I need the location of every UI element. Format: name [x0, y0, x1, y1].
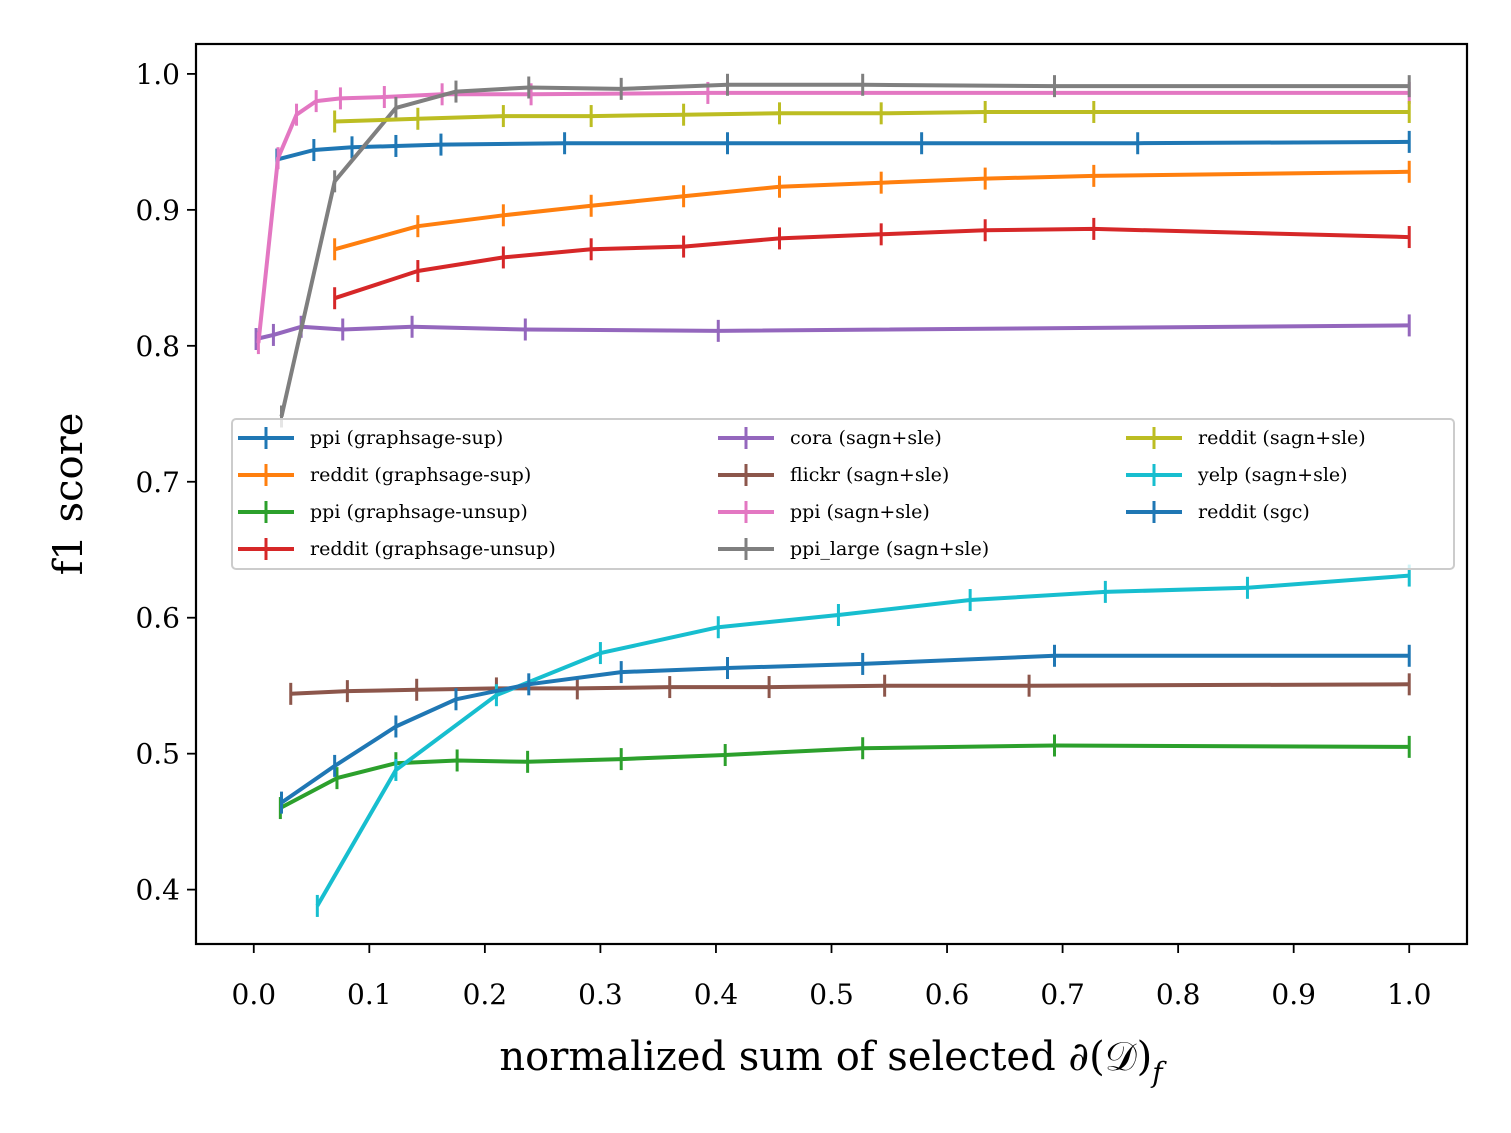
- legend-label: ppi (graphsage-unsup): [310, 501, 528, 523]
- x-axis: 0.0 0.1 0.2 0.3 0.4 0.5 0.6 0.7 0.8 0.9 1.0: [232, 944, 1432, 1011]
- legend: ppi (graphsage-sup) reddit (graphsage-sup…: [231, 418, 1455, 570]
- series-reddit-graphsage-sup: [333, 160, 1411, 261]
- y-tick-label: 0.6: [135, 602, 180, 635]
- series-reddit-sgc: [280, 644, 1411, 814]
- legend-label: reddit (sgc): [1198, 501, 1310, 523]
- legend-item: ppi (graphsage-unsup): [238, 501, 528, 523]
- series-line: [280, 653, 1410, 805]
- legend-label: ppi (sagn+sle): [790, 501, 930, 523]
- legend-item: ppi (sagn+sle): [718, 501, 930, 523]
- legend-item: reddit (sgc): [1126, 501, 1310, 523]
- legend-label: reddit (graphsage-unsup): [310, 538, 556, 560]
- series-line: [255, 323, 1410, 341]
- y-tick-label: 0.4: [135, 874, 180, 907]
- series-line: [334, 110, 1410, 124]
- series-ppi-large-sagn-sle: [279, 73, 1411, 428]
- legend-item: reddit (graphsage-unsup): [238, 538, 556, 560]
- legend-label: ppi_large (sagn+sle): [790, 538, 989, 560]
- legend-item: yelp (sagn+sle): [1126, 464, 1348, 486]
- series-reddit-sagn-sle: [333, 100, 1411, 133]
- legend-item: ppi (graphsage-sup): [238, 427, 503, 449]
- legend-label: ppi (graphsage-sup): [310, 427, 503, 449]
- legend-item: reddit (graphsage-sup): [238, 464, 531, 486]
- series-line: [315, 573, 1410, 907]
- series-line: [256, 90, 1410, 344]
- y-tick-label: 0.9: [135, 194, 180, 227]
- y-tick-label: 0.5: [135, 738, 180, 771]
- x-tick-label: 0.3: [578, 978, 623, 1011]
- series-line: [279, 743, 1410, 810]
- y-tick-label: 0.8: [135, 330, 180, 363]
- series-line: [276, 139, 1410, 162]
- series-line: [290, 682, 1410, 696]
- series-line: [279, 82, 1410, 417]
- x-tick-label: 0.2: [463, 978, 508, 1011]
- series-line: [334, 169, 1410, 252]
- x-tick-label: 0.6: [925, 978, 970, 1011]
- legend-item: reddit (sagn+sle): [1126, 427, 1366, 449]
- y-tick-label: 1.0: [135, 58, 180, 91]
- x-tick-label: 0.7: [1040, 978, 1085, 1011]
- series-ppi-graphsage-sup: [275, 130, 1411, 171]
- x-tick-label: 0.1: [347, 978, 392, 1011]
- legend-box: [231, 418, 1455, 570]
- legend-label: reddit (sagn+sle): [1198, 427, 1366, 449]
- legend-item: ppi_large (sagn+sle): [718, 538, 989, 560]
- series-layer: [254, 73, 1411, 917]
- x-tick-label: 0.9: [1271, 978, 1316, 1011]
- x-tick-label: 0.5: [809, 978, 854, 1011]
- legend-label: flickr (sagn+sle): [790, 464, 949, 486]
- y-axis-label: f1 score: [46, 413, 92, 576]
- y-tick-label: 0.7: [135, 466, 180, 499]
- x-tick-label: 1.0: [1387, 978, 1432, 1011]
- x-axis-label: normalized sum of selected ∂(𝒟)f: [499, 1034, 1167, 1089]
- x-axis-label-main: normalized sum of selected ∂(𝒟): [499, 1034, 1152, 1080]
- legend-item: cora (sagn+sle): [718, 427, 942, 449]
- legend-label: reddit (graphsage-sup): [310, 464, 531, 486]
- x-axis-label-subscript: f: [1150, 1056, 1167, 1089]
- series-reddit-graphsage-unsup: [333, 217, 1411, 310]
- legend-item: flickr (sagn+sle): [718, 464, 949, 486]
- x-tick-label: 0.0: [232, 978, 277, 1011]
- x-tick-label: 0.8: [1156, 978, 1201, 1011]
- series-yelp-sagn-sle: [315, 564, 1411, 917]
- x-tick-label: 0.4: [694, 978, 739, 1011]
- y-axis: 0.4 0.5 0.6 0.7 0.8 0.9 1.0: [135, 58, 196, 907]
- series-line: [334, 226, 1410, 301]
- legend-label: yelp (sagn+sle): [1197, 464, 1348, 486]
- legend-label: cora (sagn+sle): [790, 427, 942, 449]
